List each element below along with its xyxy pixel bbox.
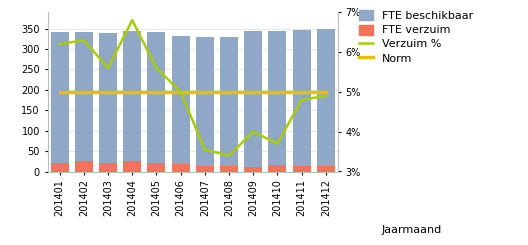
Norm <box>298 90 305 93</box>
Norm <box>153 90 159 93</box>
Norm <box>56 90 63 93</box>
Line: Verzuim %: Verzuim % <box>60 20 326 156</box>
Bar <box>293 166 310 172</box>
Bar <box>123 161 142 172</box>
Norm <box>226 90 232 93</box>
Verzuim % <box>250 130 257 133</box>
Bar <box>99 163 117 172</box>
Verzuim % <box>274 142 280 145</box>
Verzuim % <box>81 39 87 42</box>
Bar <box>147 162 165 171</box>
Verzuim % <box>323 94 329 97</box>
Norm <box>274 90 280 93</box>
Bar <box>147 32 165 171</box>
Bar <box>123 31 142 172</box>
Norm <box>323 90 329 93</box>
Verzuim % <box>56 43 63 46</box>
Bar <box>196 166 214 172</box>
Bar <box>220 166 238 172</box>
Bar <box>51 32 69 171</box>
Bar <box>51 162 69 171</box>
Verzuim % <box>129 19 135 22</box>
Bar <box>172 36 190 172</box>
Verzuim % <box>202 148 208 151</box>
Verzuim % <box>177 90 184 93</box>
Bar <box>317 29 335 171</box>
Norm <box>105 90 111 93</box>
Text: Jaarmaand: Jaarmaand <box>382 225 442 235</box>
Bar <box>75 161 93 172</box>
Norm <box>177 90 184 93</box>
Bar <box>268 31 287 172</box>
Bar <box>172 164 190 171</box>
Bar <box>244 167 262 172</box>
Bar <box>268 165 287 171</box>
Norm <box>250 90 257 93</box>
Verzuim % <box>298 98 305 101</box>
Verzuim % <box>226 154 232 157</box>
Verzuim % <box>153 67 159 70</box>
Bar <box>75 32 93 171</box>
Bar <box>220 37 238 171</box>
Bar <box>293 30 310 171</box>
Legend: FTE beschikbaar, FTE verzuim, Verzuim %, Norm: FTE beschikbaar, FTE verzuim, Verzuim %,… <box>360 11 473 63</box>
Bar <box>244 31 262 172</box>
Norm <box>129 90 135 93</box>
Bar <box>317 166 335 172</box>
Bar <box>99 33 117 172</box>
Verzuim % <box>105 67 111 70</box>
Norm <box>202 90 208 93</box>
Bar <box>196 37 214 171</box>
Norm <box>81 90 87 93</box>
